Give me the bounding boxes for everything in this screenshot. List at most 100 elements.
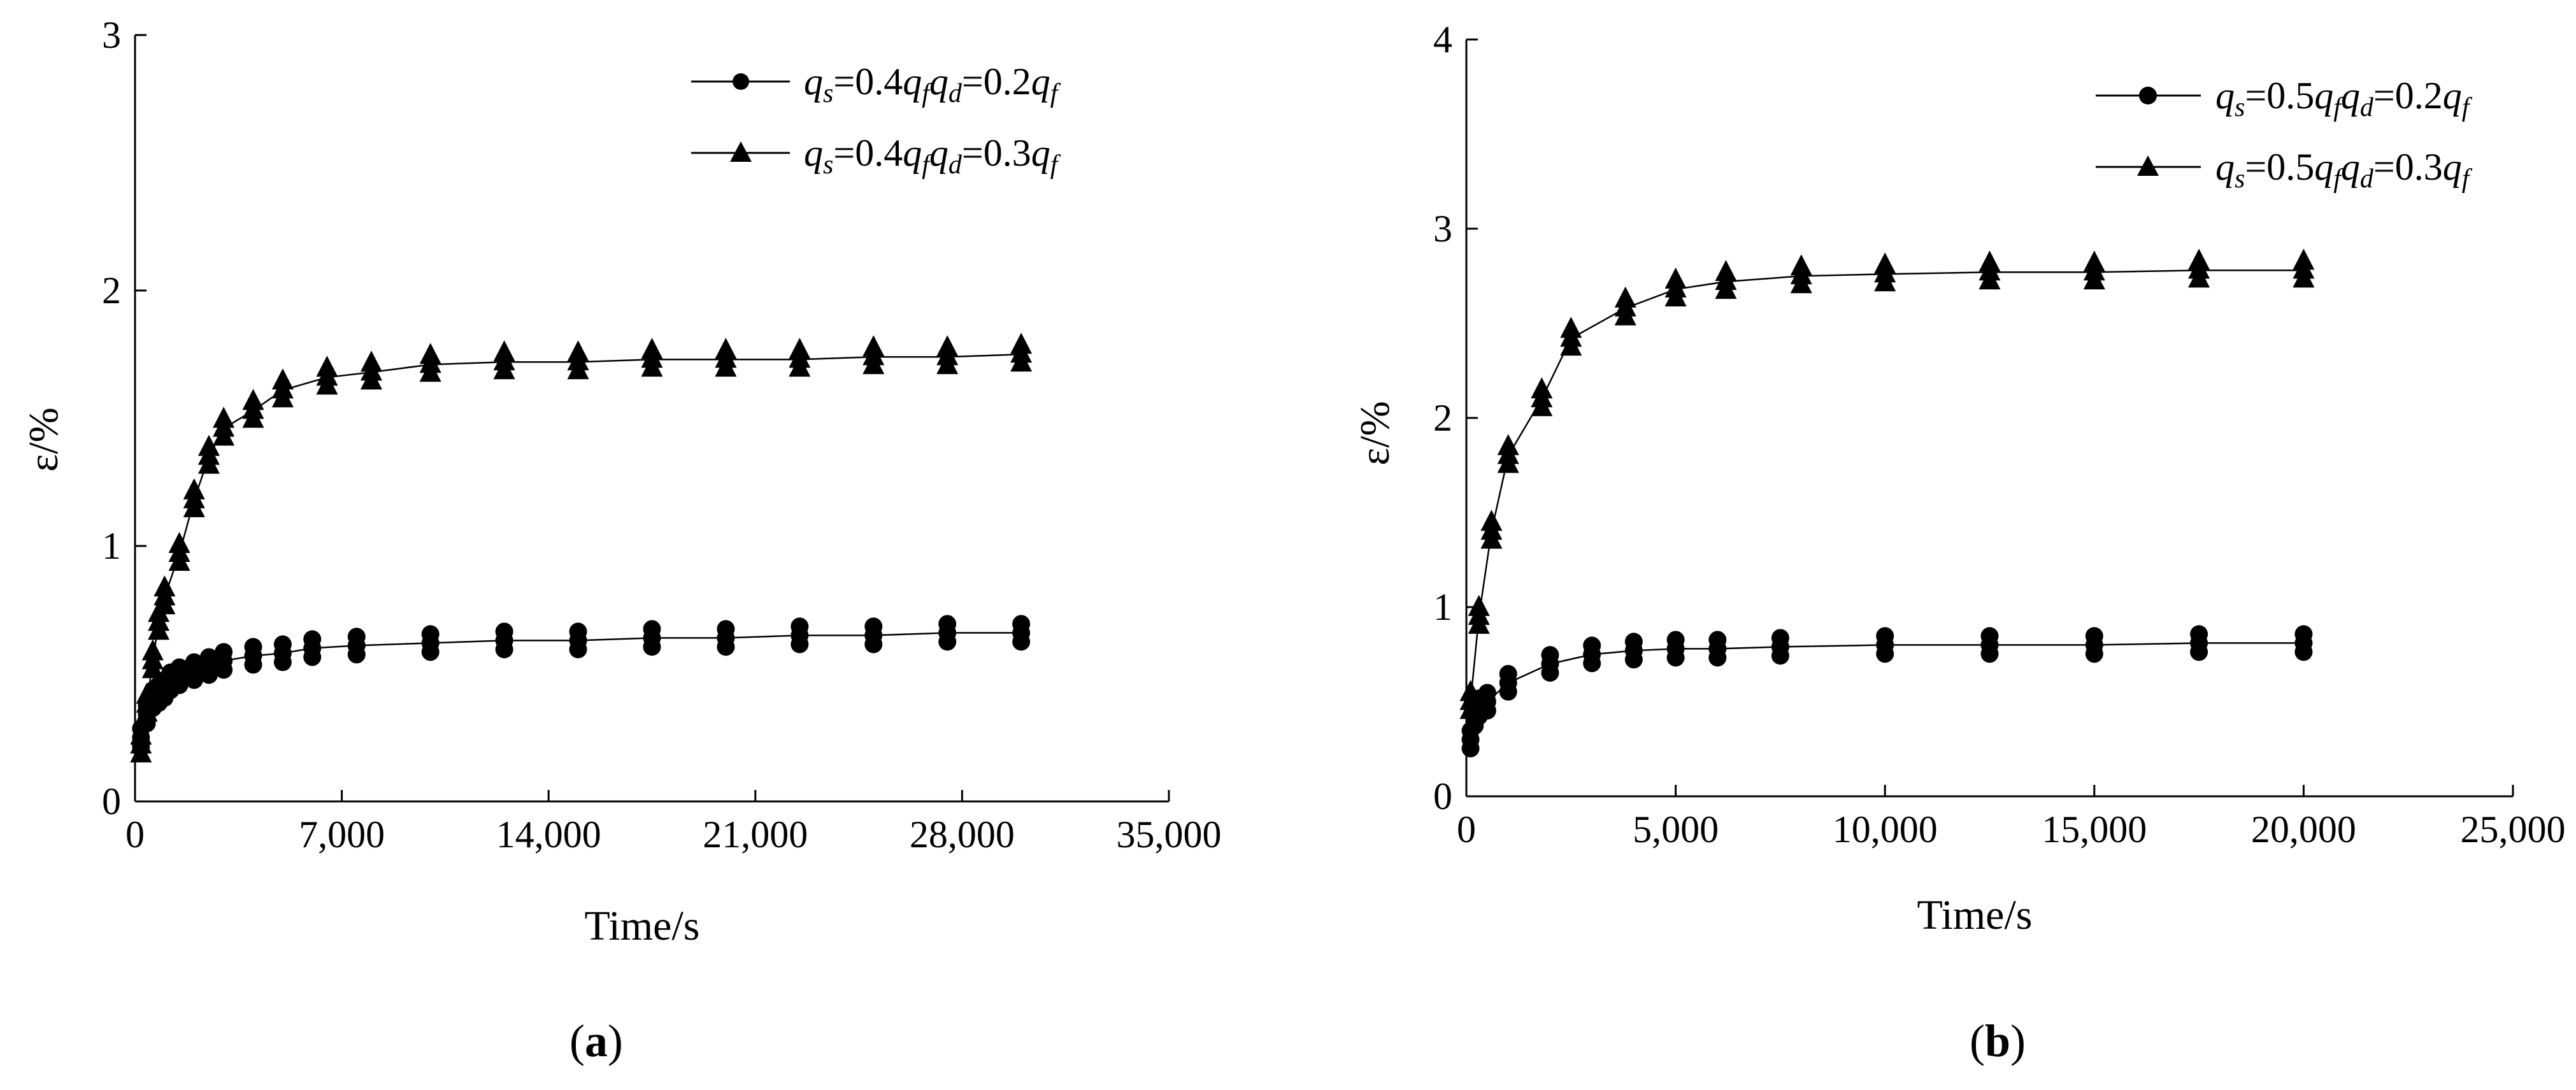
panel-b-series-2-point xyxy=(1480,527,1503,549)
chart-panel-b: ε/% Time/s (b) qs=0.5qfqd=0.2qf qs=0.5qf… xyxy=(1352,18,2566,1066)
panel-b-legend-marker-triangle xyxy=(2137,155,2159,176)
panel-b-legend-item-2: qs=0.5qfqd=0.3qf xyxy=(2096,146,2473,194)
panel-b-legend-item-1: qs=0.5qfqd=0.2qf xyxy=(2096,75,2473,122)
panel-b-series-2-point xyxy=(1790,272,1812,294)
panel-b-series-2-point xyxy=(1459,698,1482,719)
panel-a-caption-letter: a xyxy=(585,1015,608,1066)
panel-a-series-2-point xyxy=(197,452,220,474)
panel-a-series-2-point xyxy=(271,386,294,408)
panel-b-y-tick-label: 2 xyxy=(1433,397,1452,439)
panel-a-series-2-point xyxy=(130,741,152,763)
panel-b-x-tick-label: 15,000 xyxy=(2042,808,2147,850)
panel-b-series-2-point xyxy=(1614,304,1636,326)
panel-b-series-2-point xyxy=(1715,278,1737,299)
panel-b-y-tick-label: 0 xyxy=(1433,775,1452,817)
panel-a-series-2-point xyxy=(493,358,515,380)
panel-a-series-1-point xyxy=(495,640,513,659)
panel-a-series-2-point xyxy=(715,355,737,377)
panel-b-series-1-point xyxy=(2190,643,2208,661)
panel-b-series-1-point xyxy=(1499,682,1517,701)
panel-b-y-tick-label: 1 xyxy=(1433,586,1452,628)
panel-a-x-tick-label: 28,000 xyxy=(910,814,1015,856)
panel-a-series-2-point xyxy=(154,593,176,615)
panel-b-legend-marker-circle xyxy=(2139,87,2157,104)
panel-b-y-tick-label: 4 xyxy=(1433,18,1452,61)
panel-a-caption: (a) xyxy=(569,1015,623,1066)
panel-a-series-1-point xyxy=(938,633,957,651)
panel-a-x-tick-label: 0 xyxy=(125,814,145,856)
panel-a-series-1-point xyxy=(347,645,366,664)
panel-a-series-1-point xyxy=(244,656,262,674)
panel-a-series-1-point xyxy=(215,661,233,679)
panel-a-series-1-point xyxy=(170,676,189,694)
panel-b-series-2-point xyxy=(2293,266,2315,288)
panel-b-series-1-point xyxy=(1771,647,1789,665)
panel-a-legend: qs=0.4qfqd=0.2qf qs=0.4qfqd=0.3qf xyxy=(691,61,1061,180)
panel-b-x-tick-label: 20,000 xyxy=(2251,808,2356,850)
panel-a-series-2-point xyxy=(641,355,663,377)
panel-b-series-1-point xyxy=(1708,649,1727,667)
panel-a-series-1-point xyxy=(643,638,661,656)
panel-a-y-axis-title-group: ε/% xyxy=(20,407,67,471)
panel-b-caption: (b) xyxy=(1970,1015,2026,1066)
panel-a-y-tick-label: 3 xyxy=(102,14,121,56)
panel-a-series-1-point xyxy=(717,638,735,656)
panel-a-series-2-line xyxy=(140,354,1022,745)
panel-a-series-2-point xyxy=(1010,350,1033,372)
panel-a-series-1-point xyxy=(185,671,203,689)
panel-a-series-2-point xyxy=(567,358,589,380)
panel-a-y-tick-label: 1 xyxy=(102,525,121,567)
panel-a-series-1-point xyxy=(1012,633,1031,651)
panel-a-series-1-point xyxy=(199,666,218,684)
panel-b-x-tick-label: 10,000 xyxy=(1833,808,1938,850)
panel-b-series-2-point xyxy=(2188,266,2210,288)
panel-b-series-1-point xyxy=(1478,701,1496,720)
panel-b-legend: qs=0.5qfqd=0.2qf qs=0.5qfqd=0.3qf xyxy=(2096,75,2473,194)
panel-a-series-1-point xyxy=(864,635,883,654)
panel-b-legend-label-1: qs=0.5qfqd=0.2qf xyxy=(2215,75,2473,122)
panel-a-legend-label-1: qs=0.4qfqd=0.2qf xyxy=(804,61,1061,108)
panel-b-caption-letter: b xyxy=(1985,1015,2010,1066)
panel-b-series-1-point xyxy=(2085,645,2103,663)
panel-b-series-2-point xyxy=(1979,268,2001,290)
panel-a-x-tick-label: 21,000 xyxy=(703,814,808,856)
panel-a-y-axis-title: ε/% xyxy=(20,407,67,471)
panel-a-legend-label-2: qs=0.4qfqd=0.3qf xyxy=(804,132,1061,180)
panel-b-y-axis-title-group: ε/% xyxy=(1352,401,1398,465)
panel-b-legend-label-2: qs=0.5qfqd=0.3qf xyxy=(2215,146,2473,194)
panel-a-legend-marker-circle xyxy=(733,73,749,90)
panel-a-series-2-point xyxy=(789,355,811,377)
panel-a-series-2-point xyxy=(936,353,959,375)
panel-b-series-2-point xyxy=(1664,285,1687,307)
panel-a-series-1-point xyxy=(421,643,440,661)
panel-a-x-tick-label: 35,000 xyxy=(1117,814,1222,856)
panel-b-series-1-point xyxy=(1461,739,1480,757)
panel-b-series-2-point xyxy=(1874,270,1896,292)
panel-b-series-2-point xyxy=(1497,452,1519,473)
panel-b-series-1-point xyxy=(1541,664,1559,682)
panel-b-series-2-point xyxy=(1560,334,1582,356)
panel-b-series-1-point xyxy=(1624,650,1643,669)
panel-a-y-tick-label: 0 xyxy=(102,780,121,822)
panel-a-series-2-point xyxy=(862,353,885,375)
panel-b-series-1-point xyxy=(2294,643,2313,661)
panel-b-series-1-point xyxy=(1876,645,1894,663)
panel-b-y-axis-title: ε/% xyxy=(1352,401,1398,465)
panel-b-series-1-point xyxy=(1583,654,1601,673)
panel-b-series-1-point xyxy=(1666,649,1685,667)
panel-b-series-2-point xyxy=(2083,268,2105,290)
panel-a-series-2-point xyxy=(141,657,164,678)
panel-a-series-2-point xyxy=(316,373,338,395)
panel-a-y-tick-label: 2 xyxy=(102,269,121,312)
panel-a-series-2-point xyxy=(242,406,264,428)
panel-a-legend-item-1: qs=0.4qfqd=0.2qf xyxy=(691,61,1061,108)
panel-b-series-2-point xyxy=(1531,395,1553,417)
panel-a-series-2-point xyxy=(360,368,382,390)
panel-a-legend-marker-triangle xyxy=(730,141,752,162)
panel-a-series-2-point xyxy=(148,619,170,640)
panel-a-series-1-point xyxy=(273,653,292,671)
panel-a-x-tick-label: 14,000 xyxy=(496,814,601,856)
panel-a-series-2-point xyxy=(213,424,235,446)
panel-a-legend-item-2: qs=0.4qfqd=0.3qf xyxy=(691,132,1061,180)
